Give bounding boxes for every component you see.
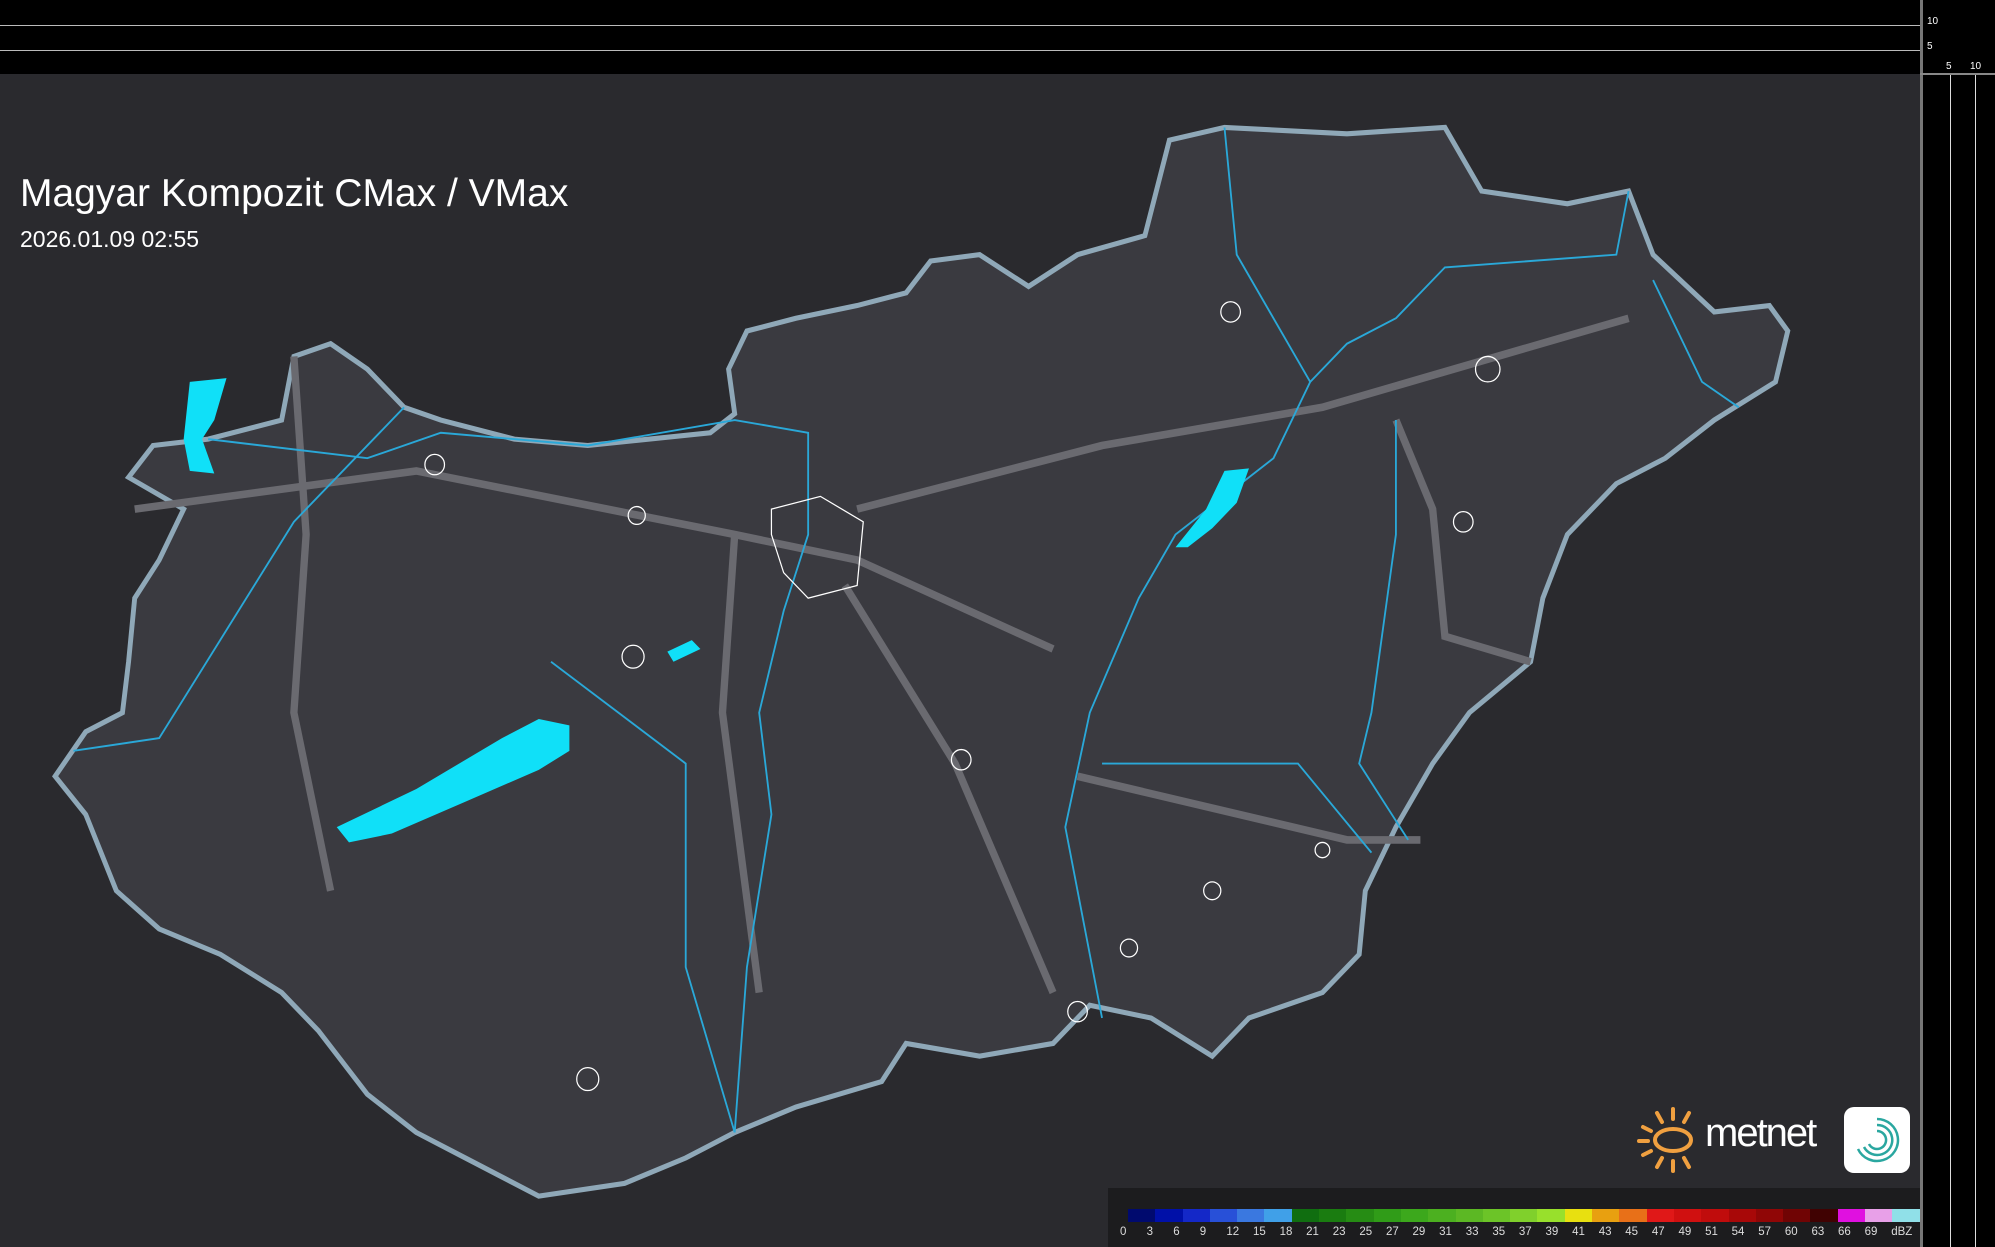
gridline xyxy=(1950,74,1951,1247)
legend-label: 21 xyxy=(1306,1226,1319,1238)
legend-label: 37 xyxy=(1518,1226,1532,1238)
legend-swatch xyxy=(1892,1209,1920,1222)
city-outlines xyxy=(424,301,1501,1092)
legend-swatch xyxy=(1783,1209,1811,1222)
legend-swatch xyxy=(1592,1209,1620,1222)
legend-swatch xyxy=(1182,1209,1210,1222)
legend-unit: dBZ xyxy=(1891,1226,1913,1238)
legend-label: 69 xyxy=(1864,1226,1878,1238)
legend-swatch xyxy=(1701,1209,1729,1222)
legend-label: 27 xyxy=(1385,1226,1399,1238)
map-title: Magyar Kompozit CMax / VMax xyxy=(20,172,569,215)
legend-swatch xyxy=(1755,1209,1784,1222)
legend-swatch xyxy=(1400,1209,1429,1222)
legend-swatch xyxy=(1482,1209,1511,1222)
color-legend: 0 3 6 9 12 15 18 21 23 25 27 29 31 33 35 37 39 41 43 45 47 49… xyxy=(1108,1188,1920,1247)
county-borders xyxy=(134,314,1630,995)
legend-swatch xyxy=(1837,1209,1866,1222)
lake-tisza xyxy=(1175,468,1249,548)
vertical-profile-right: 10 5 5 10 xyxy=(1920,0,1995,1247)
legend-label: 23 xyxy=(1332,1226,1346,1238)
lake-neusiedl xyxy=(183,378,227,474)
legend-swatch xyxy=(1537,1209,1565,1222)
legend-swatch xyxy=(1728,1209,1756,1222)
radar-map[interactable]: Magyar Kompozit CMax / VMax 2026.01.09 0… xyxy=(0,74,1920,1247)
app-icon xyxy=(1844,1107,1910,1173)
legend-label: 3 xyxy=(1146,1226,1153,1238)
gridline xyxy=(0,25,1920,26)
sun-icon xyxy=(1637,1107,1693,1173)
legend-label: 66 xyxy=(1838,1226,1851,1238)
lakes xyxy=(183,378,1249,843)
legend-label: 39 xyxy=(1545,1226,1559,1238)
legend-swatch xyxy=(1455,1209,1483,1222)
lake-velence xyxy=(667,640,701,662)
legend-label: 29 xyxy=(1412,1226,1426,1238)
map-canvas xyxy=(52,124,1791,1199)
legend-label: 45 xyxy=(1625,1226,1639,1238)
legend-label: 41 xyxy=(1572,1226,1585,1238)
legend-label: 54 xyxy=(1731,1226,1745,1238)
legend-swatch xyxy=(1155,1209,1183,1222)
legend-label: 9 xyxy=(1199,1226,1207,1238)
tick-label: 10 xyxy=(1927,16,1939,27)
legend-swatch xyxy=(1865,1209,1893,1222)
rivers xyxy=(73,127,1740,1133)
metnet-logo: metnet xyxy=(1635,1105,1910,1175)
legend-swatch xyxy=(1373,1209,1401,1222)
legend-swatch xyxy=(1237,1209,1265,1222)
legend-swatch xyxy=(1209,1209,1238,1222)
legend-label: 60 xyxy=(1784,1226,1798,1238)
legend-swatch xyxy=(1319,1209,1347,1222)
legend-swatch xyxy=(1564,1209,1593,1222)
legend-swatch xyxy=(1346,1209,1374,1222)
legend-label: 0 xyxy=(1120,1226,1127,1238)
legend-swatch xyxy=(1510,1209,1538,1222)
legend-swatch xyxy=(1619,1209,1647,1222)
legend-label: 57 xyxy=(1758,1226,1772,1238)
legend-swatch xyxy=(1291,1209,1320,1222)
legend-label: 33 xyxy=(1465,1226,1479,1238)
legend-label: 12 xyxy=(1226,1226,1240,1238)
map-timestamp: 2026.01.09 02:55 xyxy=(20,226,200,252)
brand-name: metnet xyxy=(1705,1111,1817,1155)
axis-line xyxy=(1920,73,1995,75)
legend-swatch xyxy=(1128,1209,1156,1222)
legend-label: 35 xyxy=(1492,1226,1506,1238)
legend-label: 49 xyxy=(1678,1226,1692,1238)
tick-label: 5 xyxy=(1927,41,1933,52)
legend-swatch xyxy=(1646,1209,1674,1222)
tick-label: 10 xyxy=(1970,61,1982,72)
legend-swatch xyxy=(1428,1209,1456,1222)
legend-label: 15 xyxy=(1252,1226,1266,1238)
legend-label: 63 xyxy=(1811,1226,1825,1238)
legend-swatch xyxy=(1673,1209,1702,1222)
legend-swatch xyxy=(1810,1209,1838,1222)
legend-label: 18 xyxy=(1279,1226,1293,1238)
legend-label: 43 xyxy=(1598,1226,1612,1238)
vertical-profile-top xyxy=(0,0,1920,73)
legend-swatch xyxy=(1264,1209,1292,1222)
legend-label: 51 xyxy=(1705,1226,1718,1238)
legend-color-bar xyxy=(1128,1209,1920,1222)
lake-balaton xyxy=(336,719,570,843)
legend-labels: 0 3 6 9 12 15 18 21 23 25 27 29 31 33 35 37 39 41 43 45 47 49… xyxy=(1120,1226,1918,1238)
tick-label: 5 xyxy=(1946,61,1952,72)
legend-label: 6 xyxy=(1173,1226,1180,1238)
legend-label: 25 xyxy=(1359,1226,1373,1238)
legend-label: 47 xyxy=(1651,1226,1665,1238)
legend-label: 31 xyxy=(1439,1226,1452,1238)
gridline xyxy=(0,50,1920,51)
swirl-icon xyxy=(1856,1117,1900,1163)
gridline xyxy=(1975,74,1976,1247)
